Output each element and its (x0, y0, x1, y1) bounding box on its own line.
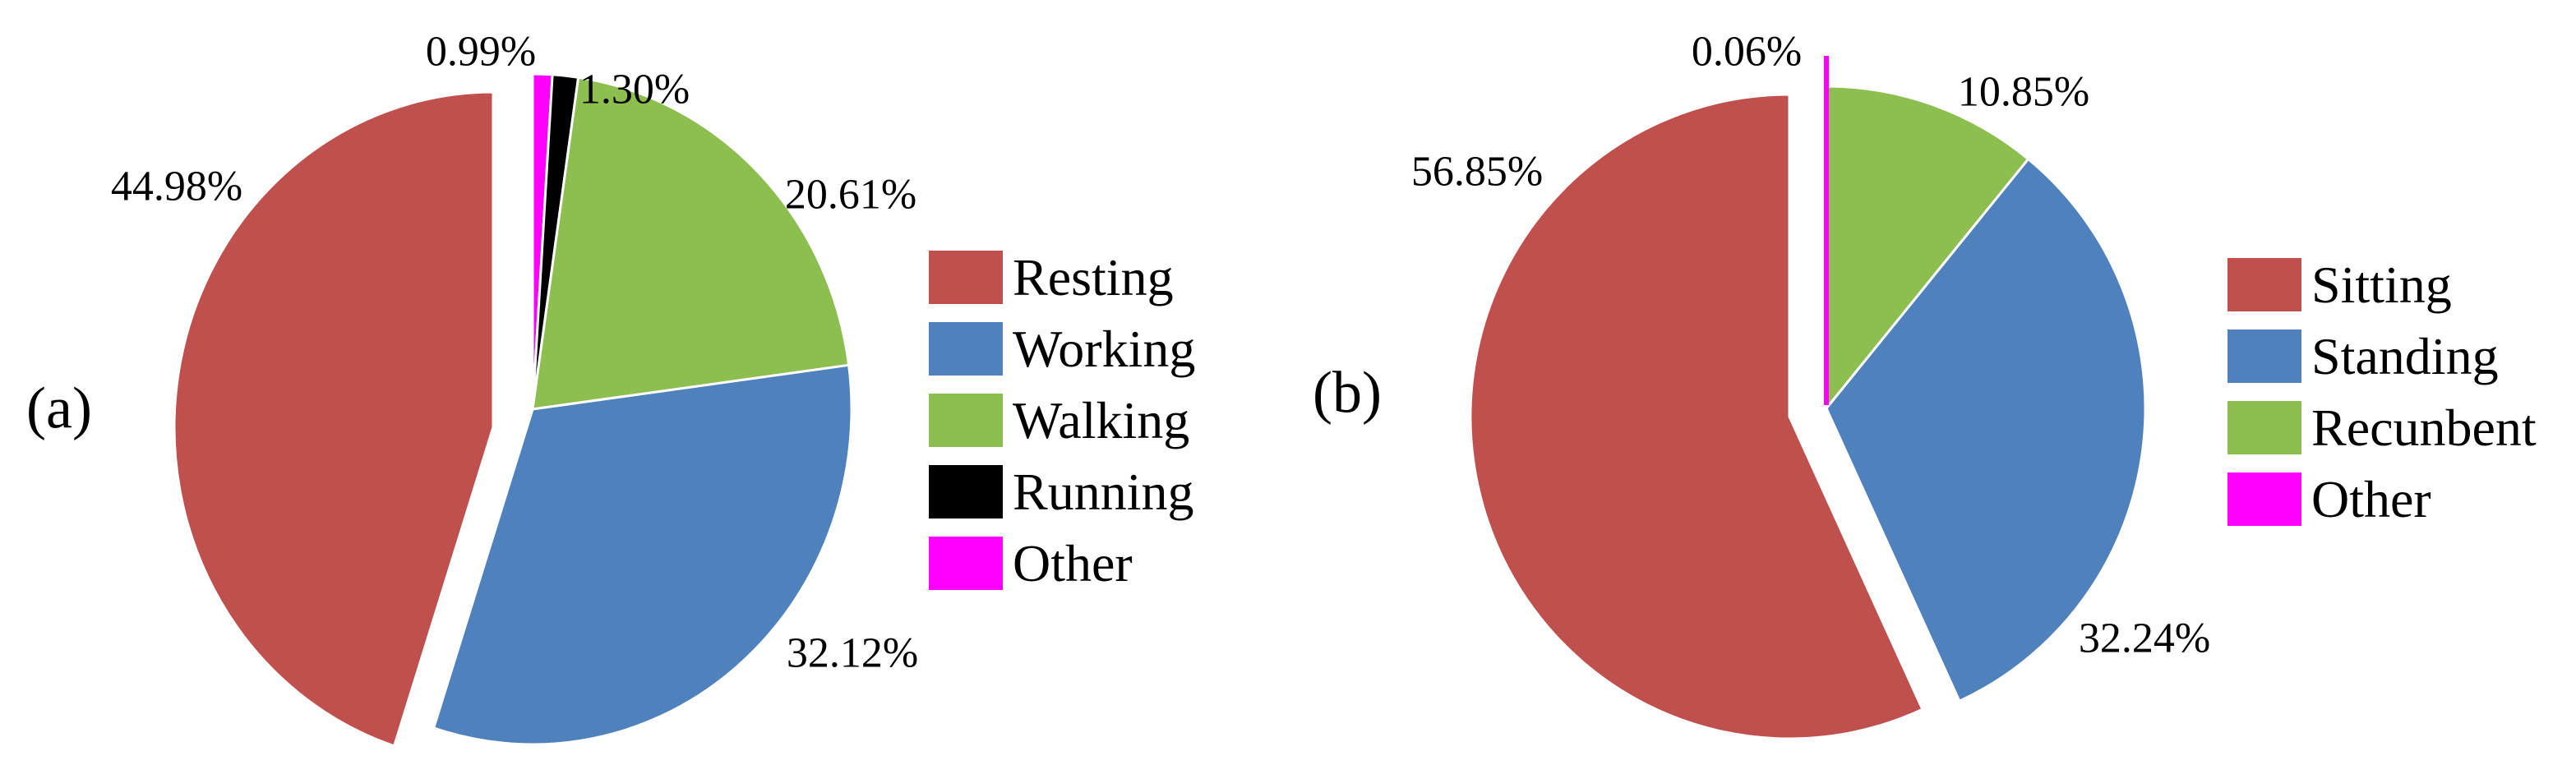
legend-label-recunbent: Recunbent (2311, 399, 2537, 457)
legend-item-walking: Walking (929, 394, 1195, 447)
legend-b: Sitting Standing Recunbent Other (2227, 258, 2537, 526)
slice-label-sitting: 56.85% (1410, 148, 1544, 196)
slice-label-running: 1.30% (579, 66, 690, 113)
legend-swatch-standing (2227, 330, 2301, 383)
legend-swatch-other-a (929, 537, 1003, 590)
panel-caption-a: (a) (26, 375, 92, 441)
legend-label-running: Running (1013, 463, 1194, 521)
legend-swatch-working (929, 322, 1003, 376)
legend-item-standing: Standing (2227, 330, 2537, 383)
legend-label-resting: Resting (1013, 248, 1174, 306)
slice-label-standing: 32.24% (2078, 615, 2211, 662)
pie-slice-working (432, 363, 853, 746)
legend-item-other-a: Other (929, 537, 1195, 590)
slice-label-walking: 20.61% (784, 171, 917, 219)
slice-label-other-a: 0.99% (425, 28, 537, 76)
pie-slice-sitting (1469, 93, 1924, 740)
legend-swatch-resting (929, 251, 1003, 304)
legend-swatch-other-b (2227, 472, 2301, 526)
slice-label-other-b: 0.06% (1691, 28, 1803, 76)
pie-slice-recunbent (1825, 85, 2030, 410)
pie-slice-standing (1825, 158, 2147, 703)
legend-item-other-b: Other (2227, 472, 2537, 526)
slice-label-resting: 44.98% (110, 163, 243, 210)
legend-swatch-running (929, 465, 1003, 518)
panel-b: 56.85% 32.24% 10.85% 0.06% (b) Sitting S… (1288, 0, 2576, 765)
legend-label-working: Working (1013, 320, 1196, 378)
slice-label-working: 32.12% (786, 629, 919, 677)
panel-caption-b: (b) (1313, 359, 1382, 426)
pie-slice-resting (173, 90, 495, 748)
pie-slice-walking (531, 76, 851, 411)
slice-label-recunbent: 10.85% (1957, 68, 2090, 116)
legend-a: Resting Working Walking Running Other (929, 251, 1195, 590)
legend-swatch-recunbent (2227, 401, 2301, 454)
pie-chart-a (173, 72, 853, 748)
legend-swatch-sitting (2227, 258, 2301, 311)
legend-item-running: Running (929, 465, 1195, 518)
legend-item-working: Working (929, 322, 1195, 376)
legend-label-standing: Standing (2311, 327, 2499, 385)
legend-item-sitting: Sitting (2227, 258, 2537, 311)
legend-label-walking: Walking (1013, 391, 1190, 449)
legend-item-resting: Resting (929, 251, 1195, 304)
legend-item-recunbent: Recunbent (2227, 401, 2537, 454)
legend-label-sitting: Sitting (2311, 256, 2452, 314)
legend-label-other-a: Other (1013, 534, 1133, 592)
legend-swatch-walking (929, 394, 1003, 447)
legend-label-other-b: Other (2311, 470, 2431, 528)
pie-chart-b (1469, 56, 2147, 740)
panel-a: 44.98% 32.12% 20.61% 1.30% 0.99% (a) Res… (26, 28, 1195, 748)
